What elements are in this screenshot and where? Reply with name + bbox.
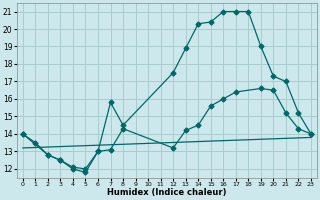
X-axis label: Humidex (Indice chaleur): Humidex (Indice chaleur) [107,188,227,197]
